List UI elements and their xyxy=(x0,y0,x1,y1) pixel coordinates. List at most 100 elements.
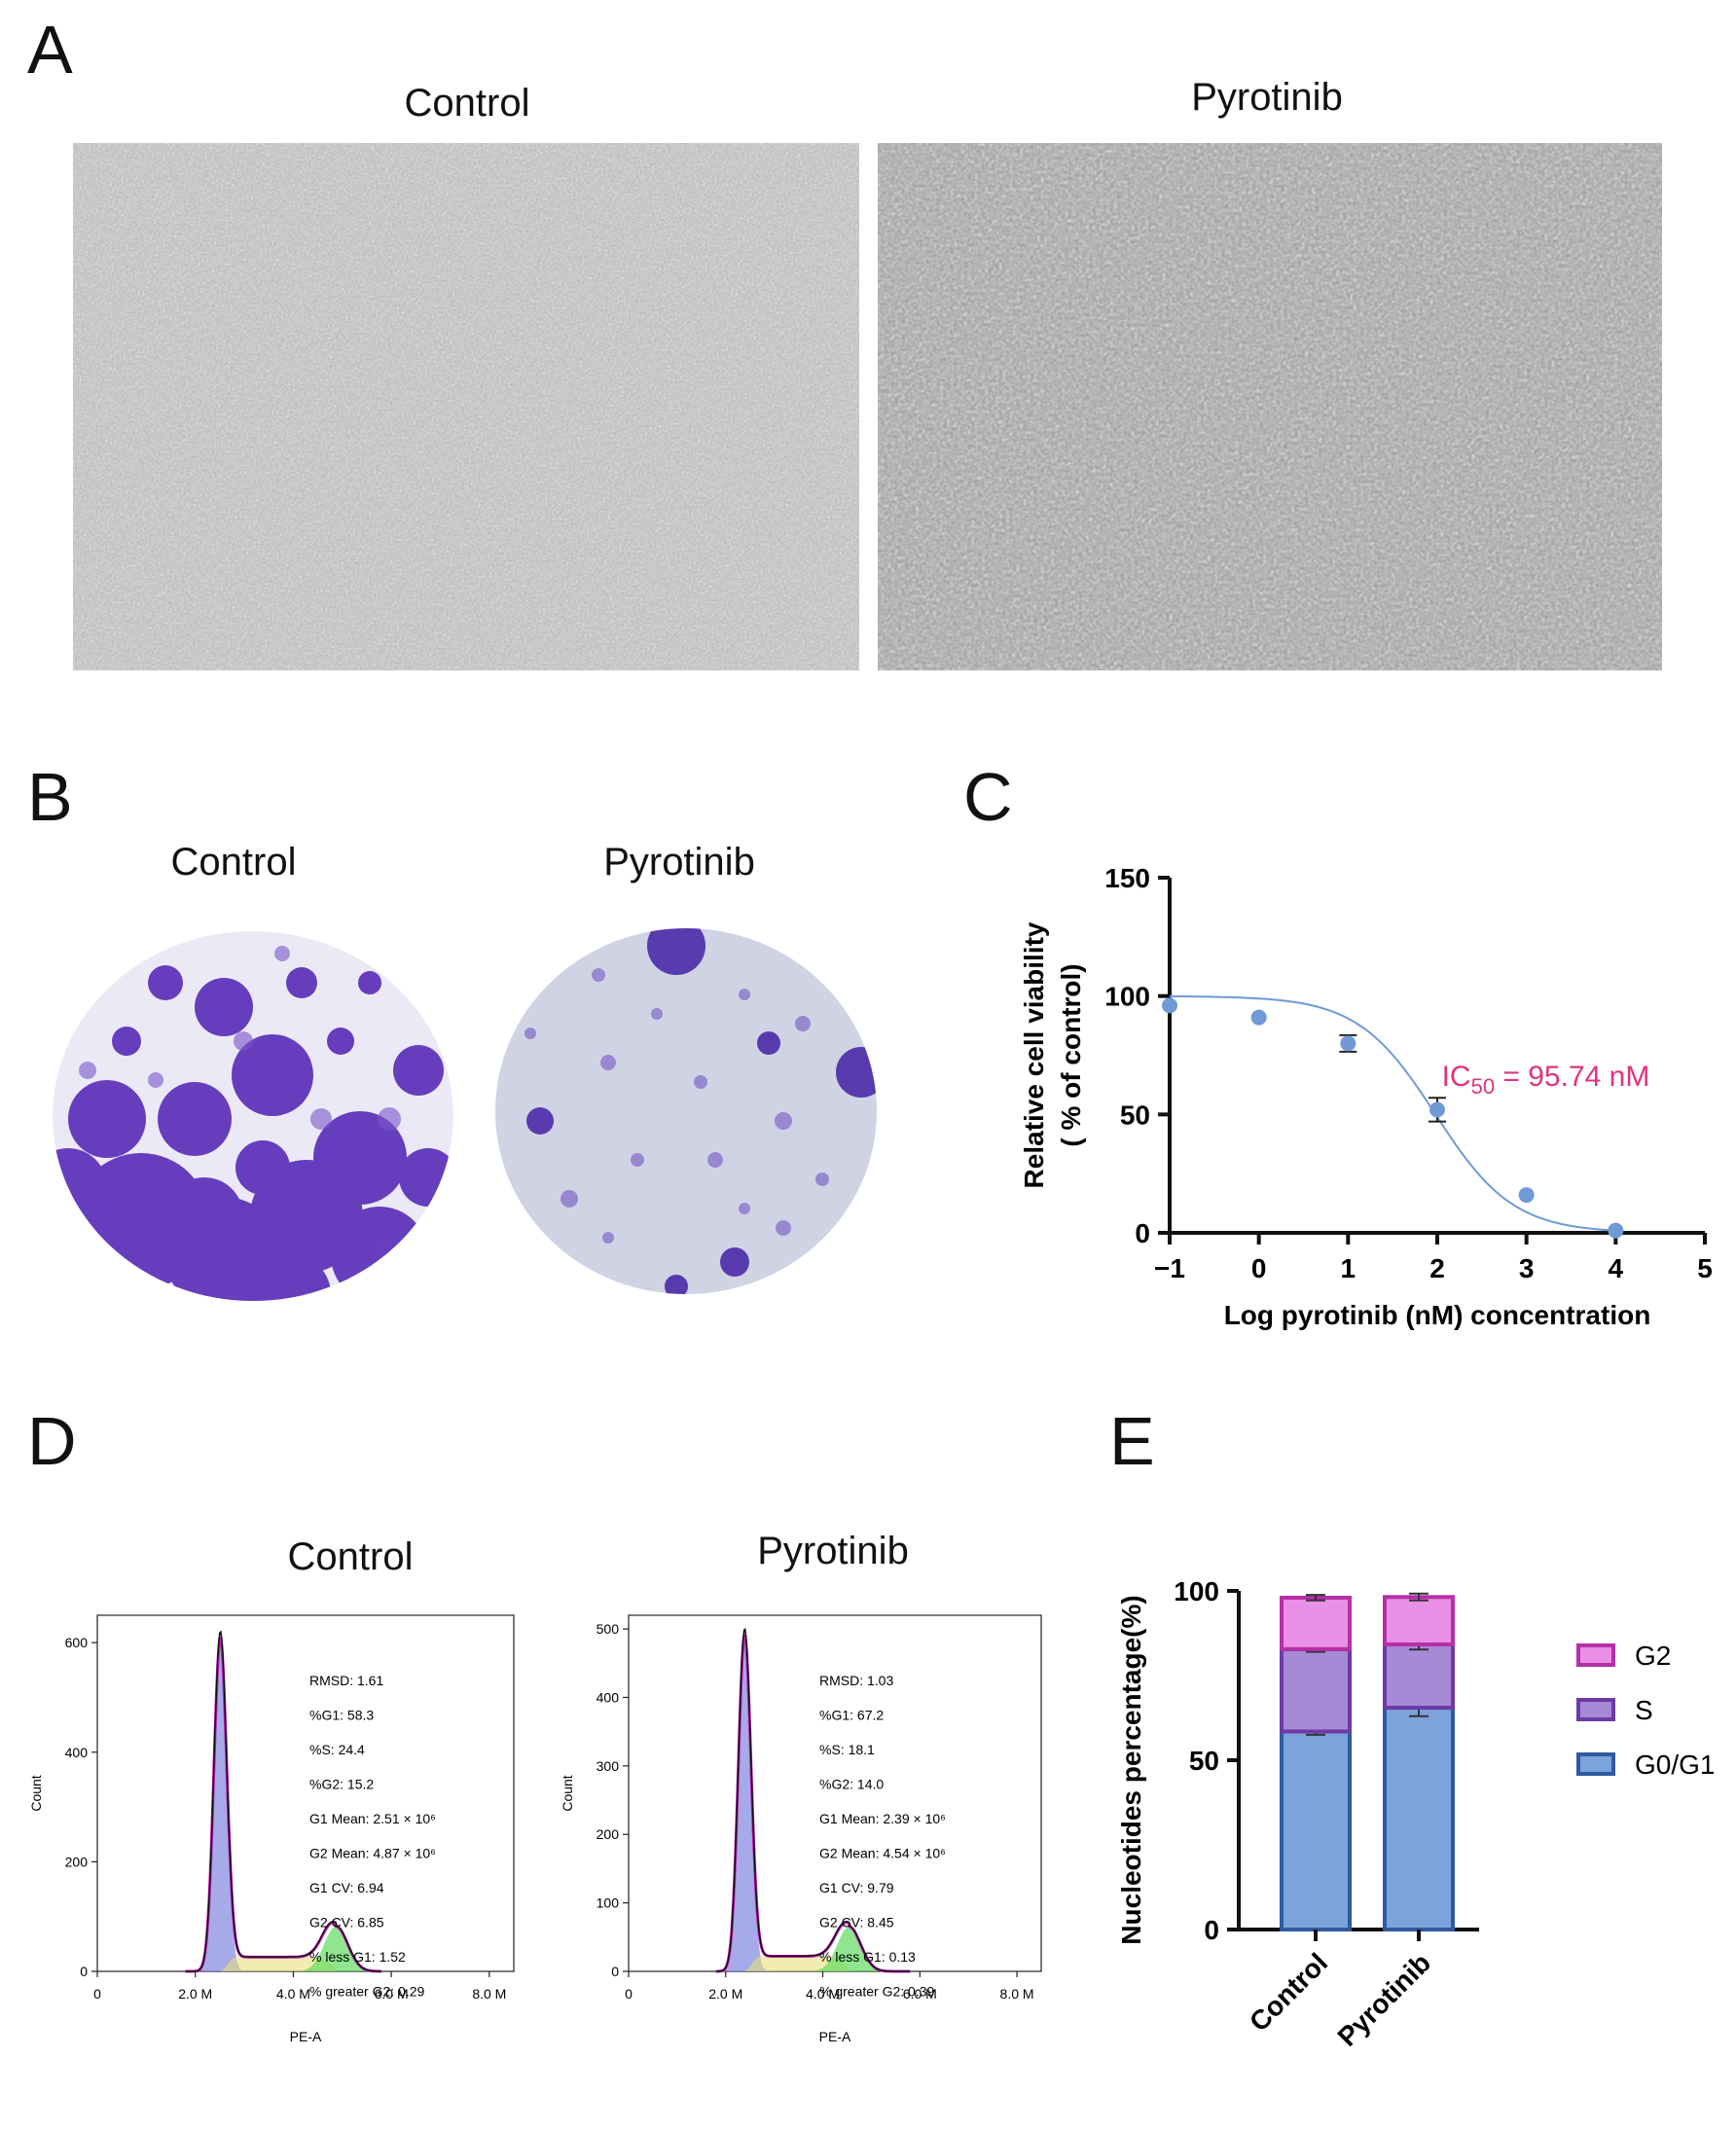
d-raw-histogram-line xyxy=(185,1630,381,1972)
d-x-tick-label: 4.0 M xyxy=(806,1986,840,2002)
c-data-point xyxy=(1608,1222,1624,1239)
d-stat-line: G2 Mean: 4.87 × 10⁶ xyxy=(309,1846,436,1861)
panel-b-control-title: Control xyxy=(170,841,297,884)
d-y-tick-label: 300 xyxy=(597,1758,620,1774)
c-y-axis-label-sub: ( % of control) xyxy=(1056,963,1086,1146)
d-stat-line: % greater G2: 0.39 xyxy=(819,1984,935,2000)
c-x-tick-label: 0 xyxy=(1251,1253,1267,1283)
e-legend-swatch xyxy=(1576,1698,1615,1721)
d-stat-line: RMSD: 1.61 xyxy=(309,1673,383,1688)
d-y-axis-label: Count xyxy=(28,1775,44,1811)
d-x-tick-label: 4.0 M xyxy=(276,1986,310,2002)
pyrotinib-microscopy-image xyxy=(878,143,1662,670)
d-stat-line: %G1: 67.2 xyxy=(819,1708,884,1723)
d-stat-line: G2 CV: 8.45 xyxy=(819,1915,894,1931)
c-y-tick-label: 0 xyxy=(1135,1218,1150,1248)
cell-cycle-stacked-bar-chart: 0 50 100 Nucleotides percentage(%) ControlPy… xyxy=(1116,1576,1715,2052)
pyrotinib-cell-cycle-histogram: 0 100 200 300 400 500 0 2.0 M 4.0 M 6.0 M 8.0 M Cou… xyxy=(560,1614,1042,2044)
c-y-tick-label: 150 xyxy=(1104,863,1150,893)
d-x-tick-label: 0 xyxy=(93,1986,101,2002)
e-legend-swatch xyxy=(1576,1752,1615,1776)
d-x-tick-label: 0 xyxy=(625,1986,633,2002)
d-y-axis-label: Count xyxy=(560,1775,575,1811)
panel-a-control-title: Control xyxy=(404,82,530,125)
e-bar-segment xyxy=(1280,1646,1352,1734)
d-stat-line: G1 Mean: 2.39 × 10⁶ xyxy=(819,1811,946,1826)
panel-c-letter: C xyxy=(963,759,1013,835)
c-data-point xyxy=(1162,997,1177,1014)
d-y-tick-label: 0 xyxy=(611,1964,619,1979)
d-stat-line: %S: 24.4 xyxy=(309,1742,365,1757)
panel-d-control-title: Control xyxy=(287,1535,414,1578)
d-x-tick-label: 2.0 M xyxy=(708,1986,742,2002)
d-x-tick-label: 2.0 M xyxy=(178,1986,212,2002)
d-y-tick-label: 0 xyxy=(80,1964,88,1979)
e-y-tick-label: 50 xyxy=(1189,1746,1219,1776)
panel-a-letter: A xyxy=(27,12,73,88)
d-x-tick-label: 8.0 M xyxy=(1000,1986,1034,2002)
d-raw-histogram-line xyxy=(715,1627,911,1972)
control-microscopy-image xyxy=(73,143,859,670)
c-data-point xyxy=(1340,1035,1356,1052)
c-x-tick-label: 3 xyxy=(1519,1253,1535,1283)
d-stat-line: % less G1: 1.52 xyxy=(309,1949,406,1965)
d-stat-line: G1 CV: 6.94 xyxy=(309,1880,384,1895)
d-stat-line: RMSD: 1.03 xyxy=(819,1673,893,1688)
e-legend-label: G0/G1 xyxy=(1635,1750,1715,1780)
c-y-tick-label: 50 xyxy=(1120,1100,1150,1130)
e-legend-label: S xyxy=(1635,1695,1653,1725)
c-x-tick-label: 4 xyxy=(1609,1253,1624,1283)
e-bar-segment xyxy=(1383,1595,1455,1646)
c-x-tick-label: 1 xyxy=(1341,1253,1356,1283)
d-y-tick-label: 600 xyxy=(65,1635,89,1650)
c-x-tick-label: 2 xyxy=(1429,1253,1445,1283)
d-x-axis-label: PE-A xyxy=(819,2029,851,2044)
c-data-point xyxy=(1518,1187,1535,1204)
c-data-point xyxy=(1429,1101,1445,1118)
e-bar-segment xyxy=(1280,1595,1352,1651)
d-stat-line: G2 Mean: 4.54 × 10⁶ xyxy=(819,1846,946,1861)
e-x-tick-label: Pyrotinib xyxy=(1332,1947,1437,2052)
d-x-tick-label: 6.0 M xyxy=(375,1986,409,2002)
e-legend-label: G2 xyxy=(1635,1641,1671,1671)
d-stat-line: G2 CV: 6.85 xyxy=(309,1915,384,1931)
panel-b-letter: B xyxy=(27,759,73,835)
d-x-tick-label: 6.0 M xyxy=(903,1986,937,2002)
d-y-tick-label: 400 xyxy=(65,1745,89,1760)
e-y-tick-label: 100 xyxy=(1174,1576,1219,1606)
d-plot-frame xyxy=(96,1614,515,1972)
c-data-point xyxy=(1250,1009,1267,1026)
c-ic50-annotation: IC50 = 95.74 nM xyxy=(1442,1061,1650,1099)
e-x-tick-label: Control xyxy=(1244,1947,1333,2037)
c-y-axis-label: Relative cell viability xyxy=(1019,921,1049,1188)
panel-d-letter: D xyxy=(27,1403,77,1479)
pyrotinib-colony-dish xyxy=(495,928,877,1294)
d-stat-line: G1 CV: 9.79 xyxy=(819,1880,894,1895)
d-y-tick-label: 500 xyxy=(597,1621,620,1637)
d-x-axis-label: PE-A xyxy=(290,2029,322,2044)
e-y-tick-label: 0 xyxy=(1204,1915,1219,1945)
d-g1-area xyxy=(705,1637,784,1971)
e-legend-swatch xyxy=(1576,1643,1615,1667)
d-stat-line: % greater G2: 0.29 xyxy=(309,1984,425,2000)
e-bar-segment xyxy=(1383,1706,1455,1931)
d-y-tick-label: 400 xyxy=(597,1689,620,1705)
d-y-tick-label: 200 xyxy=(65,1854,89,1869)
c-x-tick-label: −1 xyxy=(1154,1253,1185,1283)
c-y-tick-label: 100 xyxy=(1104,982,1150,1012)
e-y-axis-label: Nucleotides percentage(%) xyxy=(1116,1595,1146,1944)
d-stat-line: % less G1: 0.13 xyxy=(819,1949,916,1965)
d-g2-area xyxy=(283,1926,382,1971)
d-stat-line: %G1: 58.3 xyxy=(309,1708,374,1723)
d-g1-area xyxy=(175,1639,255,1971)
c-x-tick-label: 5 xyxy=(1697,1253,1713,1283)
d-stat-line: %G2: 15.2 xyxy=(309,1777,374,1792)
e-bar-segment xyxy=(1383,1642,1455,1711)
d-y-tick-label: 200 xyxy=(597,1826,620,1842)
d-stat-line: %S: 18.1 xyxy=(819,1742,875,1757)
e-bar-segment xyxy=(1280,1729,1352,1931)
control-colony-dish xyxy=(53,931,453,1301)
panel-d-pyrotinib-title: Pyrotinib xyxy=(757,1530,909,1572)
d-stat-line: %G2: 14.0 xyxy=(819,1777,884,1792)
